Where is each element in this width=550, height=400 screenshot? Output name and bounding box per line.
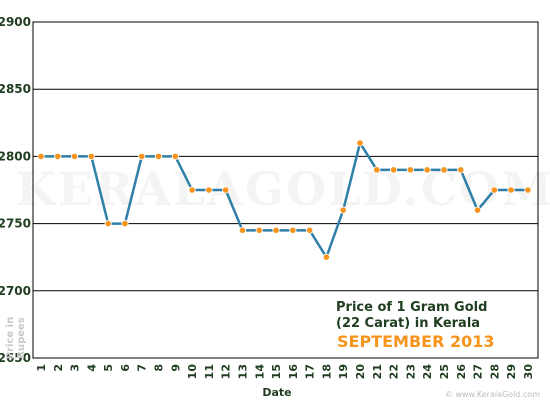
x-tick-28: 28 <box>488 364 501 379</box>
x-tick-25: 25 <box>438 364 451 379</box>
x-tick-16: 16 <box>287 364 300 380</box>
data-point-17 <box>306 226 314 234</box>
data-point-11 <box>205 186 213 194</box>
y-axis-label-line2: Rupees <box>16 317 27 359</box>
x-tick-20: 20 <box>354 364 367 380</box>
data-point-27 <box>473 206 482 214</box>
data-point-26 <box>457 166 465 174</box>
x-tick-19: 19 <box>337 364 350 379</box>
data-point-25 <box>440 166 448 174</box>
x-tick-30: 30 <box>522 364 535 380</box>
x-tick-1: 1 <box>35 364 48 372</box>
data-point-18 <box>322 253 331 261</box>
data-point-9 <box>171 152 179 160</box>
chart-title-line2: (22 Carat) in Kerala <box>336 316 480 331</box>
data-point-10 <box>188 186 196 194</box>
x-axis-label: Date <box>262 386 291 399</box>
x-tick-15: 15 <box>270 364 283 379</box>
data-point-16 <box>289 226 297 234</box>
y-tick-2900: 2900 <box>0 15 31 29</box>
data-point-13 <box>238 226 247 234</box>
x-tick-8: 8 <box>153 364 166 372</box>
x-tick-3: 3 <box>69 364 82 372</box>
y-axis-ticks: 2650 2700 2750 2800 2850 2900 <box>0 15 31 365</box>
x-tick-18: 18 <box>320 364 333 379</box>
x-tick-17: 17 <box>304 364 317 379</box>
data-point-3 <box>70 152 79 160</box>
data-point-23 <box>406 166 414 174</box>
data-point-21 <box>373 166 381 174</box>
chart-subtitle: SEPTEMBER 2013 <box>337 332 495 351</box>
x-tick-4: 4 <box>85 364 98 372</box>
x-tick-21: 21 <box>371 364 384 379</box>
x-tick-11: 11 <box>203 364 216 379</box>
x-tick-23: 23 <box>404 364 417 379</box>
x-tick-29: 29 <box>505 364 518 379</box>
data-point-5 <box>104 220 112 228</box>
data-point-12 <box>222 186 230 194</box>
price-series <box>37 139 532 261</box>
x-tick-26: 26 <box>455 364 468 380</box>
x-tick-12: 12 <box>220 364 233 379</box>
y-tick-2800: 2800 <box>0 149 31 163</box>
x-tick-13: 13 <box>236 364 249 379</box>
data-point-1 <box>37 152 45 160</box>
data-point-28 <box>490 186 498 194</box>
x-tick-5: 5 <box>102 364 115 372</box>
x-tick-9: 9 <box>169 364 182 372</box>
data-point-8 <box>154 152 163 160</box>
x-tick-27: 27 <box>472 364 485 379</box>
y-tick-2650: 2650 <box>0 351 31 365</box>
x-tick-10: 10 <box>186 364 199 380</box>
data-point-14 <box>255 226 263 234</box>
data-point-29 <box>507 186 515 194</box>
data-point-7 <box>138 152 146 160</box>
plot-frame <box>32 21 539 359</box>
x-tick-14: 14 <box>253 364 266 380</box>
data-point-15 <box>272 226 280 234</box>
y-tick-2850: 2850 <box>0 82 31 96</box>
data-point-4 <box>87 152 95 160</box>
data-point-30 <box>524 186 532 194</box>
credit-text: © www.KeralaGold.com <box>445 390 540 399</box>
chart-title-line1: Price of 1 Gram Gold <box>336 300 487 315</box>
data-point-24 <box>423 166 431 174</box>
x-tick-22: 22 <box>388 364 401 379</box>
x-tick-6: 6 <box>119 364 132 372</box>
y-tick-2700: 2700 <box>0 284 31 298</box>
data-point-19 <box>339 206 347 214</box>
x-tick-24: 24 <box>421 364 434 380</box>
data-point-22 <box>389 166 398 174</box>
x-axis-ticks: 1 2 3 4 5 6 7 8 9 10 11 12 13 14 15 16 17 18 19 20 21 22 23 24 2… <box>35 364 535 380</box>
data-point-6 <box>121 220 129 228</box>
x-tick-2: 2 <box>52 364 65 372</box>
y-axis-label-line1: Price in <box>5 317 16 359</box>
data-point-2 <box>54 152 62 160</box>
data-point-20 <box>356 139 364 147</box>
y-tick-2750: 2750 <box>0 217 31 231</box>
x-tick-7: 7 <box>136 364 149 372</box>
